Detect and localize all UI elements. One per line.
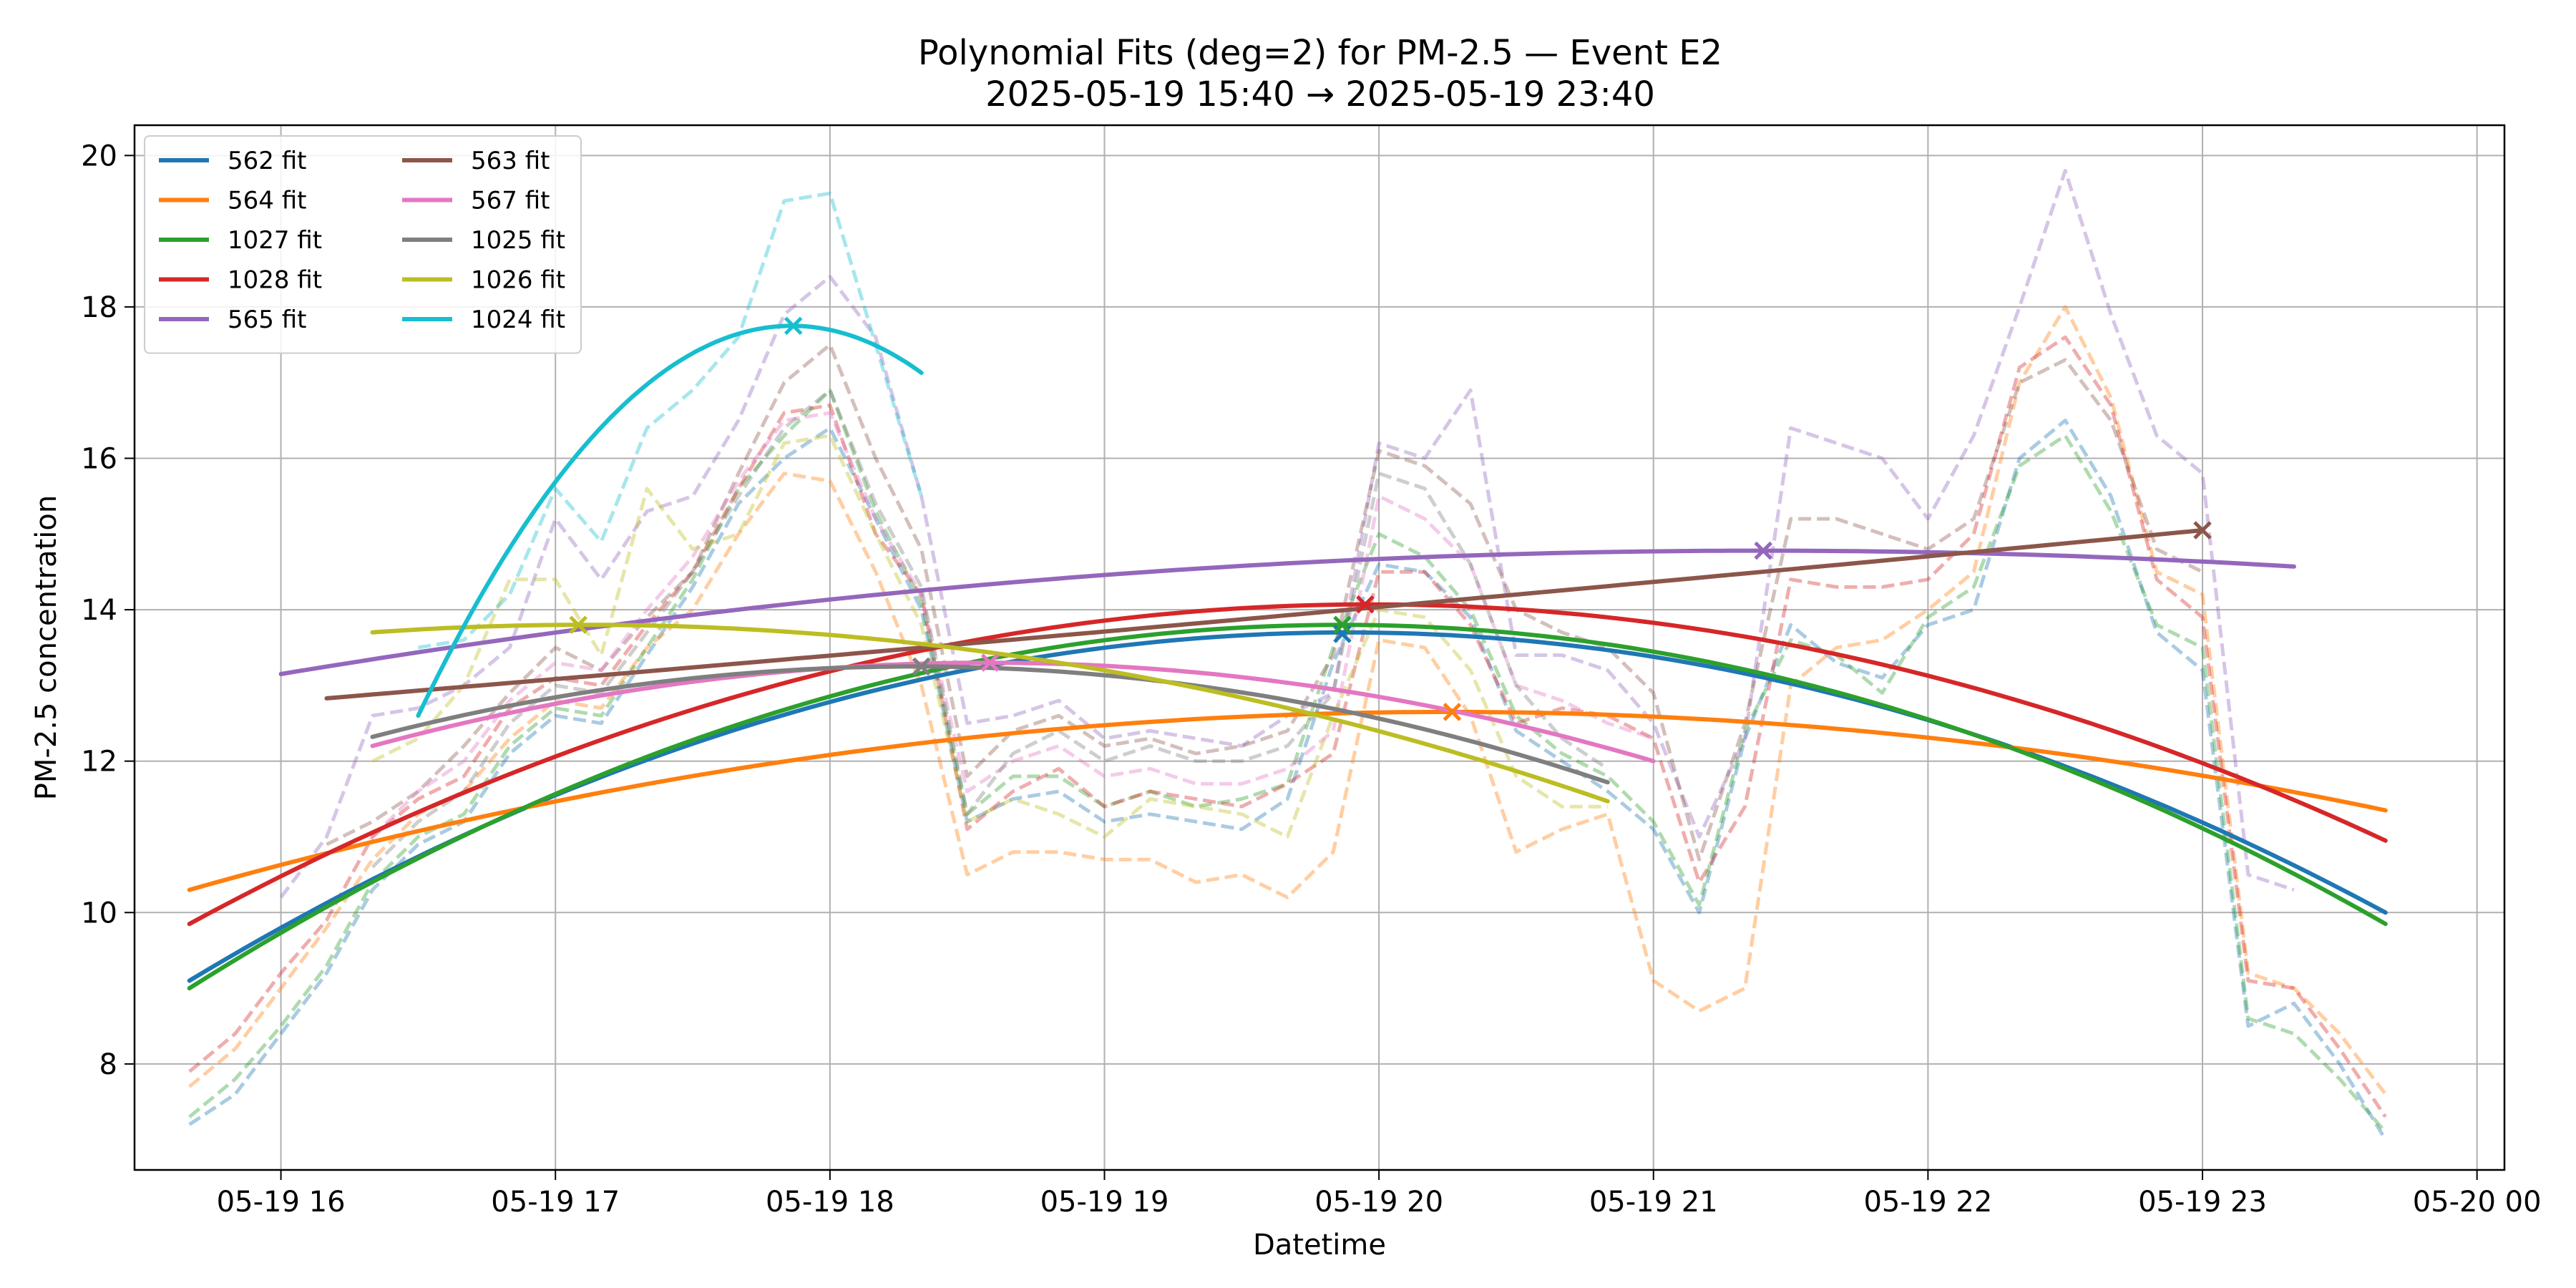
fit-line [187, 709, 2388, 892]
plot-frame [133, 124, 2506, 1171]
legend-item: 565 fit [159, 306, 306, 334]
raw-series-line [188, 305, 2387, 1096]
x-tick-label: 05-20 00 [2413, 1186, 2542, 1219]
x-axis-label: Datetime [1253, 1229, 1386, 1262]
legend-item: 1027 fit [159, 226, 322, 255]
x-tick-label: 05-19 20 [1314, 1186, 1443, 1219]
fit-line [187, 602, 2388, 927]
legend-item: 562 fit [159, 147, 306, 175]
y-axis-ticks: 8 10 12 14 16 18 20 [81, 140, 135, 1081]
y-tick-label: 16 [81, 443, 117, 476]
grid [135, 125, 2504, 1170]
legend-item: 567 fit [402, 187, 550, 215]
peak-markers [569, 316, 2212, 721]
legend-label: 1024 fit [471, 306, 565, 334]
legend-label: 1025 fit [471, 226, 565, 255]
raw-series-line [371, 434, 1608, 839]
legend-item: 1028 fit [159, 266, 322, 295]
legend-label: 563 fit [471, 147, 550, 175]
legend-label: 564 fit [228, 187, 306, 215]
y-tick-label: 18 [81, 291, 117, 324]
legend-label: 567 fit [471, 187, 550, 215]
legend-label: 1026 fit [471, 266, 565, 295]
y-axis-label: PM-2.5 concentration [30, 495, 63, 800]
fit-line [370, 660, 1656, 763]
y-tick-label: 8 [99, 1048, 117, 1081]
y-tick-label: 20 [81, 140, 117, 172]
fit-line [187, 623, 2388, 991]
legend-item: 563 fit [402, 147, 550, 175]
fit-line [416, 323, 924, 718]
peak-marker [1333, 615, 1352, 635]
legend-label: 1027 fit [228, 226, 322, 255]
peak-marker [569, 615, 587, 635]
y-tick-label: 12 [81, 746, 117, 779]
legend-label: 565 fit [228, 306, 306, 334]
legend-item: 1024 fit [402, 306, 565, 334]
peak-marker [980, 653, 1000, 672]
fit-line [324, 528, 2205, 701]
legend: 562 fit 564 fit 1027 fit 1028 fit 565 fit 563… [144, 135, 582, 354]
legend-label: 562 fit [228, 147, 306, 175]
peak-marker [1754, 541, 1772, 560]
legend-box [144, 135, 582, 354]
x-tick-label: 05-19 19 [1040, 1186, 1169, 1219]
peak-marker [2193, 521, 2212, 540]
raw-series-line [371, 411, 1654, 839]
x-tick-label: 05-19 16 [217, 1186, 346, 1219]
peak-marker [912, 657, 931, 676]
x-tick-label: 05-19 23 [2138, 1186, 2267, 1219]
fit-lines [187, 323, 2388, 991]
raw-series-line [188, 388, 2387, 1133]
legend-item: 564 fit [159, 187, 306, 215]
peak-marker [1356, 595, 1375, 614]
y-tick-label: 10 [81, 897, 117, 930]
peak-marker [1443, 703, 1462, 721]
chart-title: Polynomial Fits (deg=2) for PM-2.5 — Eve… [918, 33, 1722, 73]
raw-series-line [417, 191, 924, 650]
legend-item: 1026 fit [402, 266, 565, 295]
x-axis-ticks: 05-19 16 05-19 17 05-19 18 05-19 19 05-19 20… [217, 1170, 2542, 1219]
raw-series-line [188, 419, 2387, 1141]
fit-line [370, 664, 1610, 785]
legend-label: 1028 fit [228, 266, 322, 295]
x-tick-label: 05-19 17 [491, 1186, 620, 1219]
peak-marker [784, 316, 803, 336]
x-tick-label: 05-19 22 [1863, 1186, 1992, 1219]
chart-subtitle: 2025-05-19 15:40 → 2025-05-19 23:40 [985, 74, 1655, 114]
x-tick-label: 05-19 21 [1589, 1186, 1718, 1219]
legend-item: 1025 fit [402, 226, 565, 255]
x-tick-label: 05-19 18 [766, 1186, 894, 1219]
y-tick-label: 14 [81, 594, 117, 627]
raw-series-line [371, 388, 1609, 869]
